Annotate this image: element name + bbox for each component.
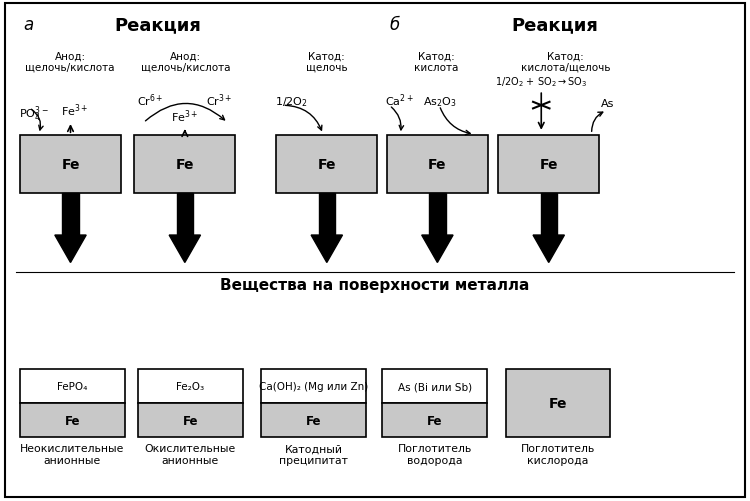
Text: Катод:
кислота/щелочь: Катод: кислота/щелочь: [520, 51, 610, 73]
Text: Вещества на поверхности металла: Вещества на поверхности металла: [220, 278, 530, 293]
Text: Fe: Fe: [183, 414, 198, 427]
Text: Fe: Fe: [64, 414, 80, 427]
Text: Катодный
преципитат: Катодный преципитат: [279, 443, 348, 465]
FancyBboxPatch shape: [387, 136, 488, 193]
Text: б: б: [390, 17, 400, 34]
Text: Fe: Fe: [427, 414, 442, 427]
FancyBboxPatch shape: [138, 370, 243, 403]
Text: Ca(OH)₂ (Mg или Zn): Ca(OH)₂ (Mg или Zn): [259, 382, 368, 391]
Text: 1/2O$_2$: 1/2O$_2$: [274, 95, 308, 109]
Text: Анод:
щелочь/кислота: Анод: щелочь/кислота: [26, 51, 115, 73]
FancyBboxPatch shape: [506, 370, 610, 437]
Text: Ca$^{2+}$: Ca$^{2+}$: [385, 92, 413, 109]
FancyBboxPatch shape: [176, 193, 193, 235]
FancyBboxPatch shape: [541, 193, 557, 235]
Text: Fe$^{3+}$: Fe$^{3+}$: [61, 102, 88, 118]
Text: As: As: [601, 99, 614, 109]
FancyBboxPatch shape: [138, 403, 243, 437]
Text: Fe: Fe: [62, 158, 80, 171]
FancyBboxPatch shape: [382, 403, 487, 437]
FancyBboxPatch shape: [319, 193, 335, 235]
Polygon shape: [55, 235, 86, 263]
Text: 1/2O$_2$ + SO$_2$$\rightarrow$SO$_3$: 1/2O$_2$ + SO$_2$$\rightarrow$SO$_3$: [495, 75, 587, 89]
FancyBboxPatch shape: [62, 193, 79, 235]
FancyBboxPatch shape: [20, 370, 125, 403]
Polygon shape: [170, 235, 200, 263]
Text: As$_2$O$_3$: As$_2$O$_3$: [423, 95, 457, 109]
Text: Fe: Fe: [549, 396, 567, 410]
FancyBboxPatch shape: [429, 193, 445, 235]
Text: Fe: Fe: [317, 158, 336, 171]
FancyBboxPatch shape: [20, 136, 121, 193]
Text: Cr$^{6+}$: Cr$^{6+}$: [136, 92, 164, 109]
Text: Fe: Fe: [428, 158, 447, 171]
Text: Катод:
щелочь: Катод: щелочь: [305, 51, 347, 73]
Text: PO$_4^{3-}$: PO$_4^{3-}$: [19, 104, 48, 123]
Text: Cr$^{3+}$: Cr$^{3+}$: [206, 92, 233, 109]
Text: Fe₂O₃: Fe₂O₃: [176, 382, 205, 391]
Text: Катод:
кислота: Катод: кислота: [414, 51, 458, 73]
FancyBboxPatch shape: [20, 403, 125, 437]
Text: а: а: [24, 17, 34, 34]
Polygon shape: [311, 235, 343, 263]
FancyBboxPatch shape: [276, 136, 377, 193]
Polygon shape: [422, 235, 453, 263]
Text: Поглотитель
водорода: Поглотитель водорода: [398, 443, 472, 465]
Text: Окислительные
анионные: Окислительные анионные: [145, 443, 236, 465]
Text: Реакция: Реакция: [511, 17, 598, 34]
Text: Поглотитель
кислорода: Поглотитель кислорода: [521, 443, 596, 465]
Polygon shape: [533, 235, 565, 263]
Text: Неокислительные
анионные: Неокислительные анионные: [20, 443, 125, 465]
Text: Fe$^{3+}$: Fe$^{3+}$: [171, 108, 199, 125]
FancyBboxPatch shape: [498, 136, 599, 193]
FancyBboxPatch shape: [262, 370, 366, 403]
FancyBboxPatch shape: [262, 403, 366, 437]
FancyBboxPatch shape: [382, 370, 487, 403]
Text: As (Bi или Sb): As (Bi или Sb): [398, 382, 472, 391]
Text: Fe: Fe: [539, 158, 558, 171]
Text: Fe: Fe: [306, 414, 322, 427]
Text: FePO₄: FePO₄: [57, 382, 88, 391]
Text: Анод:
щелочь/кислота: Анод: щелочь/кислота: [141, 51, 231, 73]
Text: Fe: Fe: [176, 158, 194, 171]
FancyBboxPatch shape: [134, 136, 236, 193]
Text: Реакция: Реакция: [115, 17, 202, 34]
